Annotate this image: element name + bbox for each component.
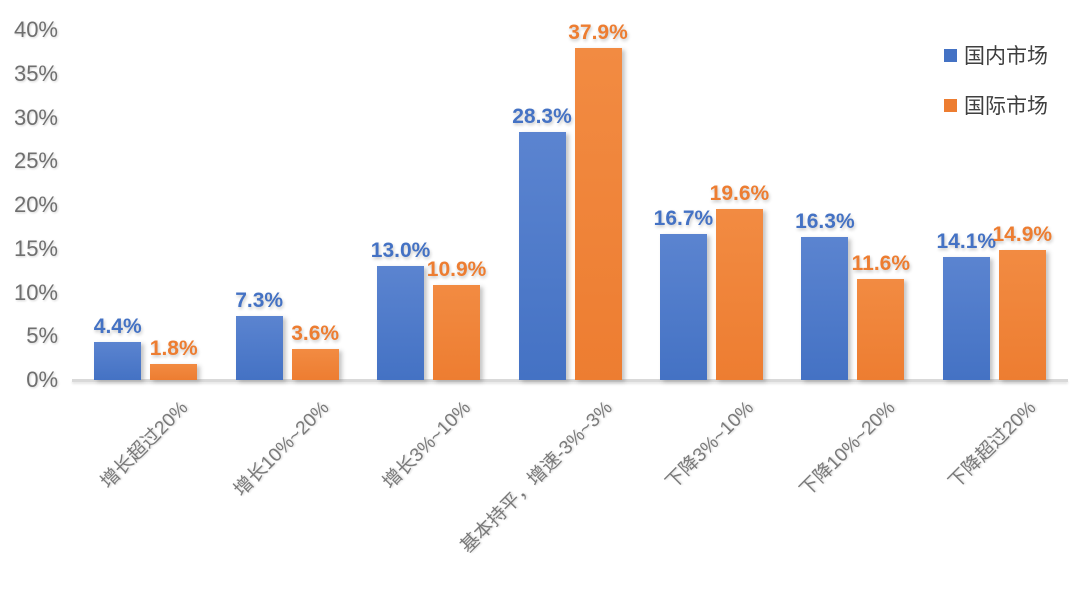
data-label: 14.9% — [992, 222, 1053, 246]
data-label: 7.3% — [235, 289, 284, 313]
y-axis-tick: 0% — [26, 367, 58, 392]
bar-international — [150, 364, 198, 380]
data-label: 11.6% — [851, 251, 911, 275]
bar-international — [998, 249, 1046, 380]
y-axis-tick: 15% — [13, 235, 58, 261]
y-axis-tick: 40% — [13, 17, 58, 42]
bar-domestic — [518, 132, 566, 380]
bar-international — [291, 348, 339, 380]
data-label: 37.9% — [568, 21, 628, 45]
data-label: 4.4% — [93, 314, 142, 338]
data-label: 13.0% — [370, 239, 431, 263]
data-label: 10.9% — [426, 257, 487, 281]
legend-swatch — [944, 98, 957, 112]
x-axis-line — [72, 379, 1068, 382]
legend-item-international: 国际市场 — [944, 90, 1048, 120]
x-axis-label: 下降10%~20% — [795, 397, 900, 501]
legend-label: 国内市场 — [964, 45, 1048, 68]
x-axis-label: 基本持平，增速-3%~3% — [456, 397, 617, 558]
y-axis-tick: 30% — [13, 104, 58, 130]
legend-swatch — [944, 48, 957, 62]
data-label: 16.7% — [653, 206, 714, 230]
data-label: 3.6% — [291, 321, 340, 345]
y-axis-tick: 20% — [13, 192, 58, 217]
legend-item-domestic: 国内市场 — [944, 40, 1048, 70]
x-axis-label: 下降3%~10% — [661, 397, 758, 494]
bar-domestic — [801, 237, 849, 380]
legend-label: 国际市场 — [964, 95, 1048, 118]
bar-international — [574, 48, 622, 380]
data-label: 14.1% — [936, 229, 997, 253]
bar-international — [433, 284, 481, 380]
data-label: 28.3% — [512, 105, 572, 129]
y-axis-tick: 5% — [26, 323, 58, 349]
bar-international — [857, 278, 905, 380]
bar-domestic — [94, 341, 142, 380]
bar-domestic — [377, 266, 425, 380]
y-axis-tick: 10% — [13, 279, 58, 305]
bar-domestic — [235, 316, 283, 380]
x-axis-label: 增长超过20% — [96, 397, 193, 494]
bar-international — [715, 208, 763, 380]
data-label: 16.3% — [795, 210, 855, 234]
data-label: 1.8% — [149, 337, 198, 361]
bar-domestic — [659, 233, 707, 380]
x-axis-label: 下降超过20% — [945, 397, 1041, 494]
bar-domestic — [942, 256, 990, 380]
y-axis-tick: 35% — [13, 60, 58, 86]
y-axis-tick: 25% — [13, 148, 58, 174]
data-label: 19.6% — [709, 181, 770, 205]
x-axis-label: 增长10%~20% — [230, 397, 334, 501]
x-axis-label: 增长3%~10% — [379, 397, 475, 494]
